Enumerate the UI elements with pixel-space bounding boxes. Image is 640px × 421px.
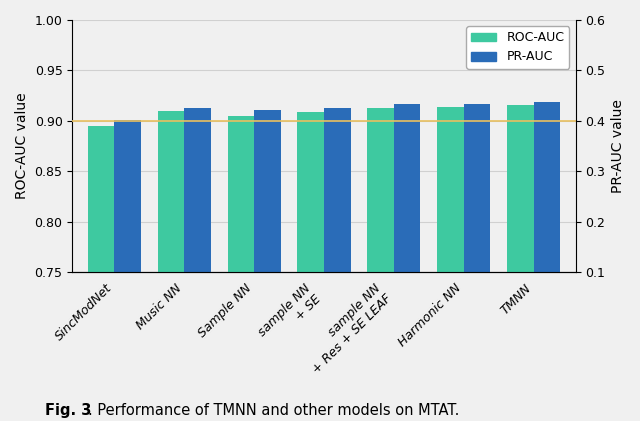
Bar bbox=[534, 101, 561, 272]
Bar bbox=[464, 104, 490, 272]
Bar bbox=[114, 120, 141, 272]
Bar bbox=[157, 111, 184, 272]
Bar bbox=[394, 104, 420, 272]
Y-axis label: PR-AUC value: PR-AUC value bbox=[611, 99, 625, 193]
Bar bbox=[324, 108, 351, 272]
Legend: ROC-AUC, PR-AUC: ROC-AUC, PR-AUC bbox=[467, 26, 570, 69]
Bar bbox=[298, 112, 324, 272]
Bar bbox=[254, 110, 281, 272]
Bar bbox=[184, 108, 211, 272]
Text: Fig. 3: Fig. 3 bbox=[45, 402, 91, 418]
Bar bbox=[88, 126, 114, 272]
Bar bbox=[437, 107, 464, 272]
Y-axis label: ROC-AUC value: ROC-AUC value bbox=[15, 93, 29, 199]
Bar bbox=[227, 116, 254, 272]
Bar bbox=[367, 108, 394, 272]
Text: . Performance of TMNN and other models on MTAT.: . Performance of TMNN and other models o… bbox=[88, 402, 460, 418]
Bar bbox=[507, 105, 534, 272]
